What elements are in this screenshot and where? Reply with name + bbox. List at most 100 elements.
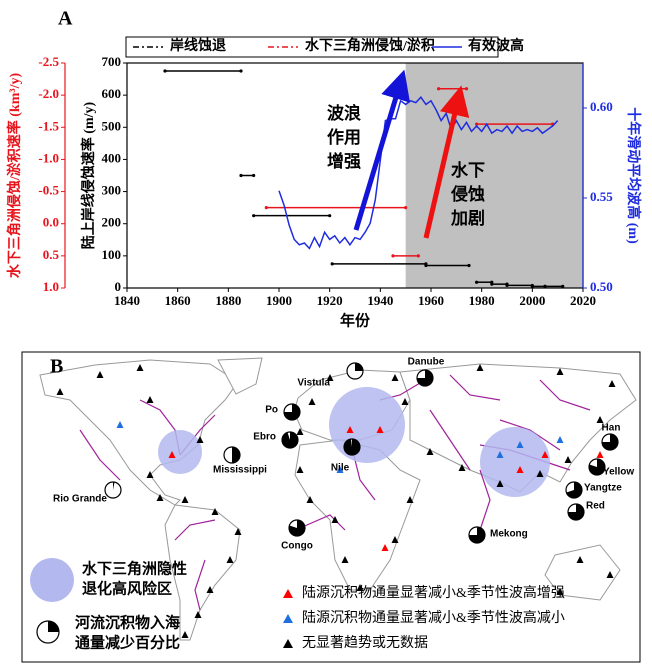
station-marker	[496, 480, 504, 487]
station-marker	[206, 586, 214, 593]
legend-risk-area	[30, 558, 74, 602]
legend-triangle	[283, 589, 293, 598]
y-tick-label: 200	[102, 215, 122, 230]
annotation: 波浪	[327, 103, 361, 123]
station-marker	[336, 466, 344, 473]
y2-axis-title: 十年滑动平均波高 (m)	[625, 107, 642, 244]
risk-area	[329, 387, 405, 463]
y3-tick-label: 0.5	[43, 247, 60, 262]
annotation: 增强	[327, 151, 361, 171]
station-marker	[401, 398, 409, 405]
x-tick-label: 1900	[266, 293, 292, 308]
station-marker	[116, 421, 124, 428]
station-marker	[211, 508, 219, 515]
panel-label: A	[58, 8, 73, 30]
pie-slice	[289, 520, 305, 536]
segment-end	[543, 284, 547, 288]
station-marker	[341, 556, 349, 563]
segment-end	[404, 206, 408, 210]
station-marker	[306, 496, 314, 503]
y3-axis-title: 水下三角洲侵蚀/淤积速率 (km³/y)	[6, 73, 23, 279]
segment-end	[467, 263, 471, 268]
station-marker	[156, 494, 164, 501]
segment-end	[252, 214, 256, 218]
legend-pie-slice	[48, 621, 59, 632]
legend-triangle	[283, 639, 293, 648]
station-marker	[326, 374, 334, 381]
station-marker	[556, 368, 564, 375]
station-marker	[296, 466, 304, 473]
river-label: Po	[265, 405, 278, 416]
station-marker	[476, 364, 484, 371]
wave-line	[278, 96, 559, 250]
y-tick-label: 100	[102, 247, 122, 262]
station-marker	[146, 471, 154, 478]
legend-label: 河流沉积物入海	[75, 613, 180, 631]
y2-tick-label: 0.55	[590, 189, 613, 204]
river-label: Vistula	[297, 378, 330, 389]
station-marker	[346, 426, 354, 433]
segment-end	[416, 254, 420, 258]
risk-area	[158, 430, 202, 474]
pie-slice	[417, 370, 433, 386]
y3-tick-label: -1.0	[38, 150, 59, 165]
legend-label: 退化高风险区	[82, 579, 172, 597]
river-label: Yellow	[603, 467, 634, 478]
station-marker	[536, 470, 544, 477]
station-marker	[391, 374, 399, 381]
river-label: Nile	[331, 463, 350, 474]
legend-triangle	[283, 614, 293, 623]
river-label: Ebro	[253, 432, 276, 443]
river-label: Mekong	[490, 529, 528, 540]
segment-end	[505, 283, 509, 288]
river-label: Mississippi	[213, 465, 267, 476]
arrow	[423, 85, 470, 239]
station-marker	[296, 428, 304, 435]
station-marker	[596, 416, 604, 423]
x-tick-label: 2000	[519, 293, 545, 308]
station-marker	[541, 451, 549, 458]
legend-label: 陆源沉积物通量显著减小&季节性波高增强	[302, 584, 565, 601]
annotation: 加剧	[450, 209, 485, 228]
legend-label: 有效波高	[468, 37, 524, 54]
y2-tick-label: 0.50	[590, 279, 613, 294]
highlight-region	[405, 63, 583, 288]
segment-end	[424, 263, 428, 268]
segment-end	[391, 254, 395, 258]
station-marker	[556, 588, 564, 595]
station-marker	[458, 464, 466, 471]
station-marker	[516, 466, 524, 473]
segment-end	[264, 206, 268, 210]
station-marker	[556, 436, 564, 443]
y3-tick-label: 0.0	[43, 215, 59, 230]
station-marker	[426, 448, 434, 455]
segment-end	[490, 282, 494, 286]
annotation: 水下	[451, 160, 485, 180]
station-marker	[496, 451, 504, 458]
y3-tick-label: -1.5	[38, 118, 59, 133]
station-marker	[181, 631, 189, 638]
segment-end	[530, 284, 534, 288]
station-marker	[596, 451, 604, 458]
pie-slice	[284, 404, 300, 420]
river-label: Danube	[408, 357, 445, 368]
pie-slice	[469, 527, 485, 543]
annotation: 侵蚀	[450, 184, 485, 204]
y3-tick-label: 1.0	[43, 279, 59, 294]
panel-b: B Danube Vistula Po Ebro Nile Mississippi Rio G…	[21, 351, 641, 663]
x-tick-label: 1880	[215, 293, 241, 308]
x-tick-label: 1920	[317, 293, 343, 308]
y-axis-title: 陆上岸线侵蚀速率 (m/y)	[80, 101, 97, 249]
panel-a: A 1840 1860 1880 1900 1920 1940 1960 1980 2000 20…	[6, 8, 642, 330]
arrow	[353, 69, 411, 231]
station-marker	[168, 451, 176, 458]
legend-box	[125, 36, 499, 58]
y3-tick-label: -2.0	[38, 86, 59, 101]
legend-label: 水下三角洲侵蚀/淤积	[305, 37, 435, 54]
pie-slice	[355, 363, 363, 371]
x-tick-label: 1860	[165, 293, 191, 308]
segment-end	[252, 173, 256, 178]
station-marker	[196, 436, 204, 443]
legend-label: 水下三角洲隐性	[82, 559, 187, 577]
